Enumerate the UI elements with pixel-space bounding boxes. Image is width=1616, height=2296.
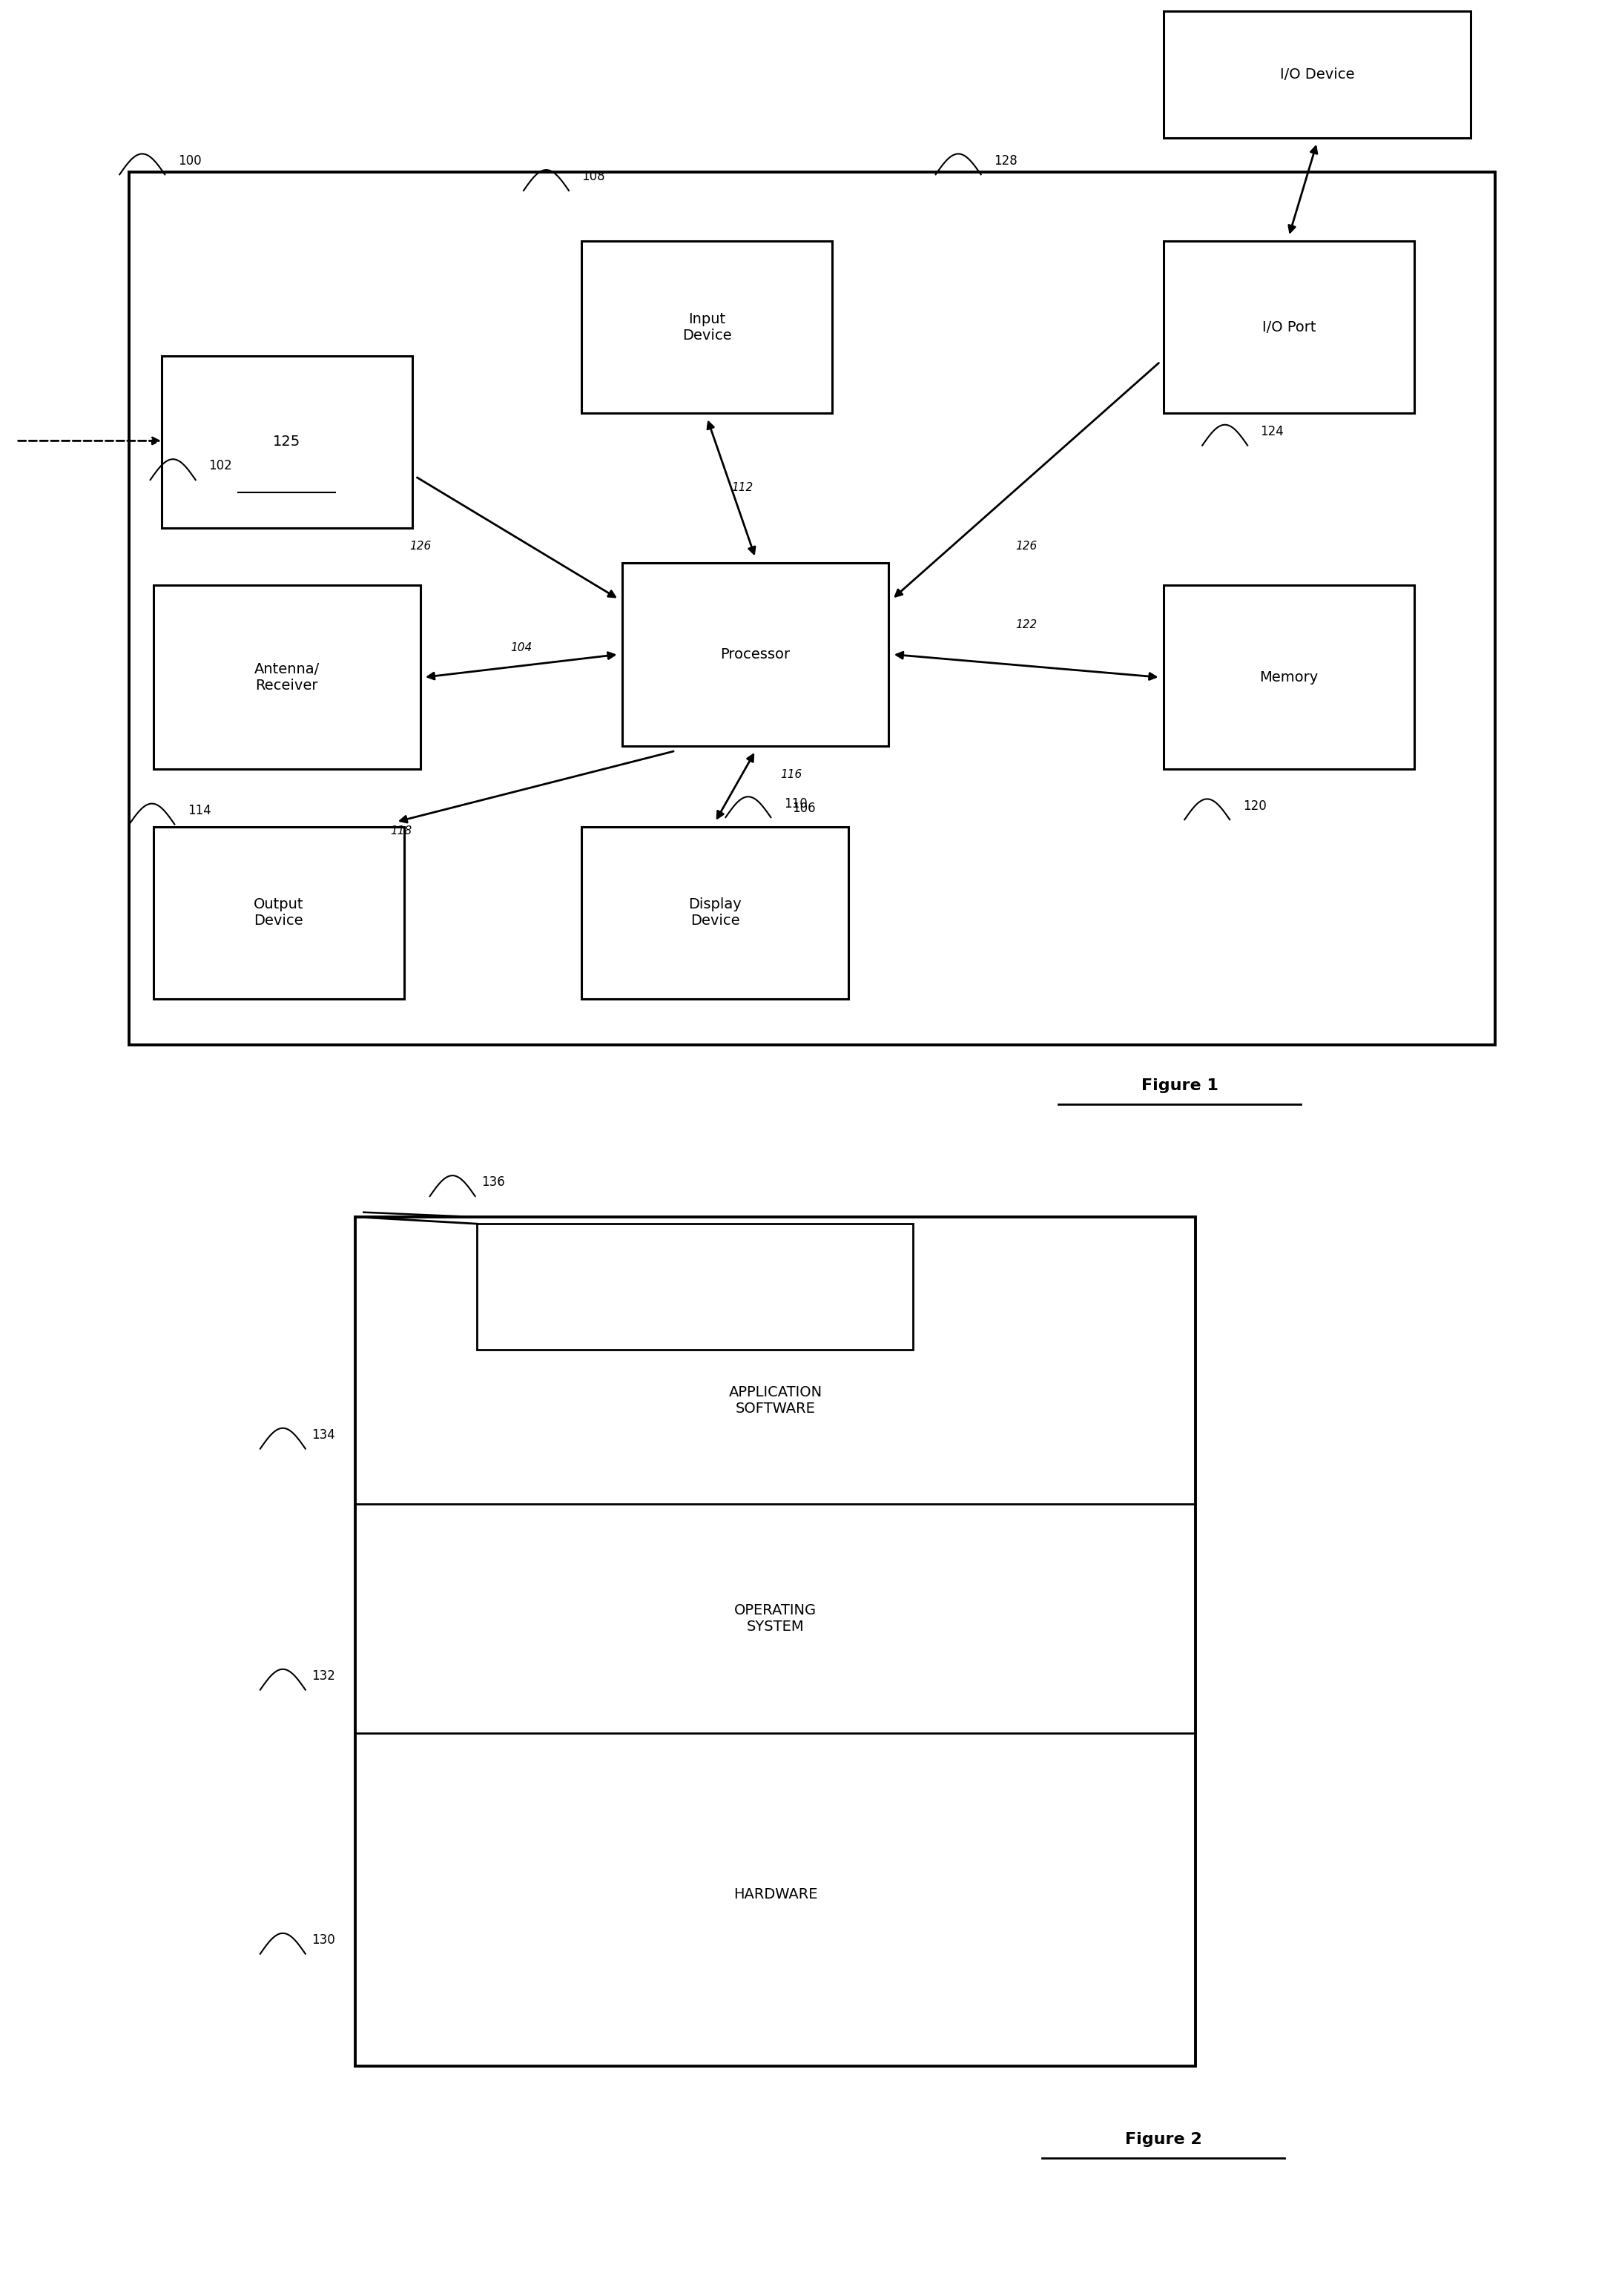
Bar: [582, 827, 848, 999]
Bar: [356, 1217, 1196, 2066]
Text: 130: 130: [312, 1933, 336, 1947]
Bar: [1164, 241, 1414, 413]
Text: Memory: Memory: [1259, 670, 1319, 684]
Text: Figure 2: Figure 2: [1125, 2133, 1202, 2147]
Text: 112: 112: [732, 482, 753, 494]
Text: HARDWARE: HARDWARE: [734, 1887, 818, 1901]
Bar: [1164, 11, 1471, 138]
Text: 126: 126: [409, 542, 431, 551]
Text: OPERATING
SYSTEM: OPERATING SYSTEM: [735, 1603, 816, 1635]
Text: I/O Port: I/O Port: [1262, 319, 1315, 335]
Text: 102: 102: [208, 459, 233, 473]
Text: 114: 114: [187, 804, 212, 817]
Bar: [622, 563, 889, 746]
Text: 118: 118: [389, 827, 412, 836]
Bar: [162, 356, 412, 528]
Text: 125: 125: [273, 434, 301, 450]
Text: Display
Device: Display Device: [688, 898, 742, 928]
Text: 124: 124: [1260, 425, 1285, 439]
Text: 110: 110: [784, 797, 808, 810]
Text: 128: 128: [994, 154, 1018, 168]
Text: Output
Device: Output Device: [254, 898, 304, 928]
Text: 122: 122: [1015, 620, 1037, 629]
Bar: [154, 585, 420, 769]
Text: Antenna/
Receiver: Antenna/ Receiver: [254, 661, 320, 693]
Bar: [477, 1224, 913, 1350]
Text: 126: 126: [1015, 542, 1037, 551]
Text: Input
Device: Input Device: [682, 312, 732, 342]
Bar: [154, 827, 404, 999]
Text: 134: 134: [312, 1428, 336, 1442]
Text: 132: 132: [312, 1669, 336, 1683]
Text: 104: 104: [511, 643, 532, 652]
Bar: [582, 241, 832, 413]
Text: 116: 116: [781, 769, 802, 781]
Text: 136: 136: [482, 1176, 506, 1189]
Text: I/O Device: I/O Device: [1280, 67, 1354, 83]
Bar: [129, 172, 1495, 1045]
Text: APPLICATION
SOFTWARE: APPLICATION SOFTWARE: [729, 1384, 823, 1417]
Bar: [1164, 585, 1414, 769]
Text: 120: 120: [1243, 799, 1267, 813]
Text: 106: 106: [792, 801, 816, 815]
Text: 100: 100: [178, 154, 202, 168]
Text: Figure 1: Figure 1: [1141, 1079, 1218, 1093]
Text: 108: 108: [582, 170, 606, 184]
Text: Processor: Processor: [721, 647, 790, 661]
